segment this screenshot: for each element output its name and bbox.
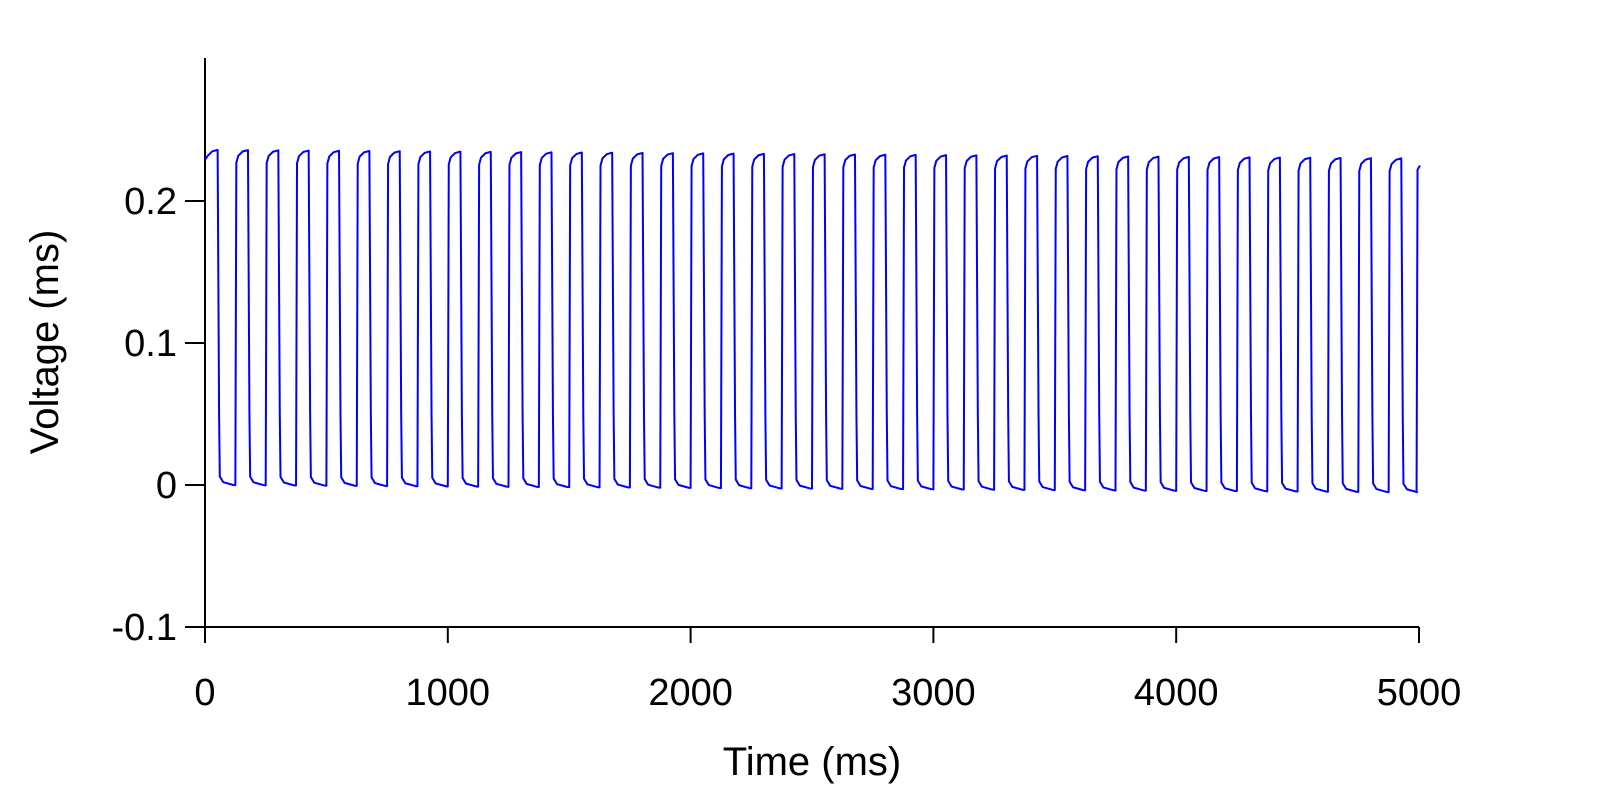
voltage-trace <box>204 148 1421 494</box>
y-ticks: -0.1 0 0.1 0.2 <box>112 181 205 649</box>
x-tick-label: 1000 <box>406 672 491 714</box>
y-tick-label: 0 <box>156 465 177 507</box>
y-tick-label: 0.1 <box>124 323 177 365</box>
x-axis-label: Time (ms) <box>723 740 901 784</box>
y-axis-label: Voltage (ms) <box>23 230 67 455</box>
x-tick-label: 0 <box>194 672 215 714</box>
x-tick-label: 3000 <box>891 672 976 714</box>
x-tick-label: 5000 <box>1377 672 1462 714</box>
y-tick-label: -0.1 <box>112 607 177 649</box>
x-ticks: 0 1000 2000 3000 4000 5000 <box>194 627 1461 714</box>
series-group <box>204 148 1421 494</box>
x-tick-label: 4000 <box>1134 672 1219 714</box>
x-tick-label: 2000 <box>648 672 733 714</box>
y-tick-label: 0.2 <box>124 181 177 223</box>
